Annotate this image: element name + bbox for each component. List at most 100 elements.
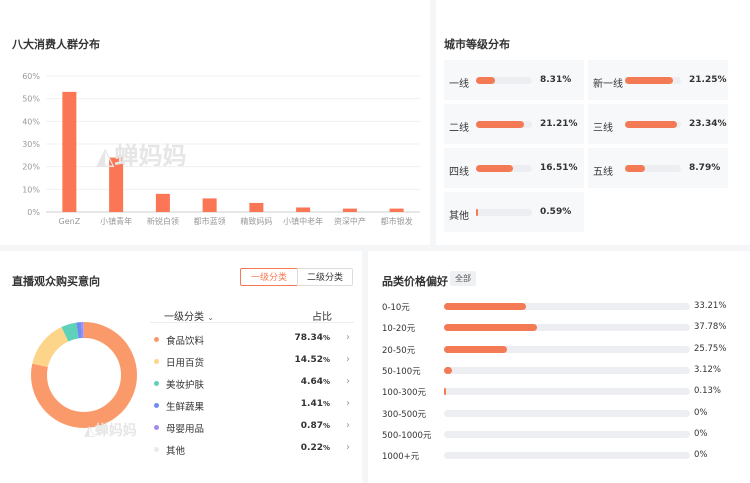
price-progress-fill	[444, 324, 537, 332]
watermark-icon-2: ◭	[84, 423, 95, 439]
price-filter-badge[interactable]: 全部	[450, 271, 476, 286]
price-value: 3.12%	[694, 364, 722, 375]
price-value: 25.75%	[694, 343, 727, 354]
price-range-label: 100-300元	[382, 388, 427, 399]
bar-1[interactable]	[109, 157, 124, 212]
price-range-label: 1000+元	[382, 452, 420, 463]
chevron-down-icon: ⌄	[207, 313, 214, 322]
city-value: 21.25%	[689, 75, 727, 85]
category-ratio: 1.41%	[300, 399, 330, 409]
category-name: 生鲜蔬果	[166, 402, 205, 413]
city-progress-fill	[476, 209, 478, 216]
x-tick-label: 小镇中老年	[283, 216, 323, 226]
price-range-label: 10-20元	[382, 324, 416, 335]
bar-5[interactable]	[296, 207, 311, 212]
list-item[interactable]: 美妆护肤 4.64% ›	[152, 375, 352, 393]
unit-label: %	[322, 444, 330, 452]
category-ratio: 4.64%	[300, 377, 330, 387]
price-progress-track	[444, 345, 690, 353]
consumer-title: 八大消费人群分布	[12, 38, 100, 51]
chevron-right-icon[interactable]: ›	[346, 354, 350, 365]
price-progress-track	[444, 409, 690, 417]
legend-dot	[154, 403, 159, 408]
x-tick-label: 都市银发	[381, 216, 413, 226]
legend-dot	[154, 337, 159, 342]
city-title: 城市等级分布	[444, 38, 510, 51]
x-tick-label: GenZ	[59, 217, 81, 226]
x-tick-label: 资深中产	[334, 216, 366, 226]
city-label: 四线	[449, 167, 469, 178]
city-label: 三线	[593, 123, 613, 134]
price-title: 品类价格偏好	[382, 275, 448, 288]
price-range-label: 0-10元	[382, 303, 410, 313]
list-item[interactable]: 日用百货 14.52% ›	[152, 353, 352, 371]
bar-6[interactable]	[342, 208, 357, 212]
y-tick-label: 40%	[22, 117, 40, 126]
intent-donut-chart	[31, 322, 137, 428]
x-tick-label: 新锐白领	[147, 216, 179, 226]
y-tick-label: 20%	[22, 163, 40, 172]
tab-level1[interactable]: 一级分类	[240, 268, 298, 286]
price-range-label: 50-100元	[382, 366, 421, 377]
city-value: 16.51%	[540, 163, 578, 173]
chevron-right-icon[interactable]: ›	[346, 442, 350, 453]
table-header[interactable]: 一级分类 ⌄	[164, 308, 214, 323]
chevron-right-icon[interactable]: ›	[346, 420, 350, 431]
watermark-logo-2: ◭蝉妈妈	[84, 423, 137, 439]
bar-4[interactable]	[249, 202, 264, 212]
price-progress-track	[444, 430, 690, 438]
y-tick-label: 30%	[22, 140, 40, 149]
price-value: 37.78%	[694, 322, 727, 333]
city-value: 23.34%	[689, 119, 727, 129]
price-value: 0.13%	[694, 386, 722, 397]
chevron-right-icon[interactable]: ›	[346, 398, 350, 409]
y-tick-label: 0%	[27, 208, 40, 217]
city-progress-fill	[476, 77, 495, 84]
city-value: 8.31%	[540, 75, 572, 85]
price-range-label: 500-1000元	[382, 430, 432, 441]
city-progress-track	[625, 77, 681, 84]
list-item[interactable]: 食品饮料 78.34% ›	[152, 331, 352, 349]
category-name: 母婴用品	[166, 424, 205, 435]
city-progress-fill	[625, 77, 673, 84]
city-label: 一线	[449, 79, 469, 90]
category-name: 食品饮料	[166, 336, 205, 347]
unit-label: %	[322, 334, 330, 342]
price-value: 33.21%	[694, 301, 727, 311]
unit-label: %	[322, 422, 330, 430]
tab-level2[interactable]: 二级分类	[297, 268, 353, 286]
list-item[interactable]: 其他 0.22% ›	[152, 441, 352, 459]
bar-7[interactable]	[389, 208, 404, 212]
category-ratio: 14.52%	[294, 355, 330, 365]
city-progress-track	[476, 165, 532, 172]
city-progress-fill	[625, 165, 645, 172]
category-header: 一级分类	[164, 312, 204, 323]
x-tick-label: 精致妈妈	[240, 216, 272, 226]
category-ratio: 0.22%	[300, 443, 330, 453]
bar-0[interactable]	[62, 91, 77, 212]
price-value: 0%	[694, 407, 708, 418]
table-divider	[150, 322, 354, 323]
category-name: 日用百货	[166, 358, 205, 369]
category-name: 其他	[166, 446, 186, 457]
city-progress-track	[625, 121, 681, 128]
legend-dot	[154, 359, 159, 364]
price-progress-fill	[444, 366, 452, 374]
price-progress-track	[444, 324, 690, 332]
bar-2[interactable]	[155, 193, 170, 212]
list-item[interactable]: 母婴用品 0.87% ›	[152, 419, 352, 437]
chevron-right-icon[interactable]: ›	[346, 376, 350, 387]
consumer-bar-chart: 0% 10% 20% 30% 40% 50% 60% GenZ 小镇青年 新锐白领 都市蓝领 精致妈妈…	[22, 72, 420, 226]
unit-label: %	[322, 378, 330, 386]
city-value: 21.21%	[540, 119, 578, 129]
city-progress-track	[625, 165, 681, 172]
bar-3[interactable]	[202, 198, 217, 212]
category-ratio: 0.87%	[300, 421, 330, 431]
donut-slice-5[interactable]	[31, 322, 137, 428]
list-item[interactable]: 生鲜蔬果 1.41% ›	[152, 397, 352, 415]
city-value: 8.79%	[689, 163, 721, 173]
price-value: 0%	[694, 450, 708, 461]
price-progress-track	[444, 303, 690, 310]
city-progress-track	[476, 121, 532, 128]
chevron-right-icon[interactable]: ›	[346, 332, 350, 343]
